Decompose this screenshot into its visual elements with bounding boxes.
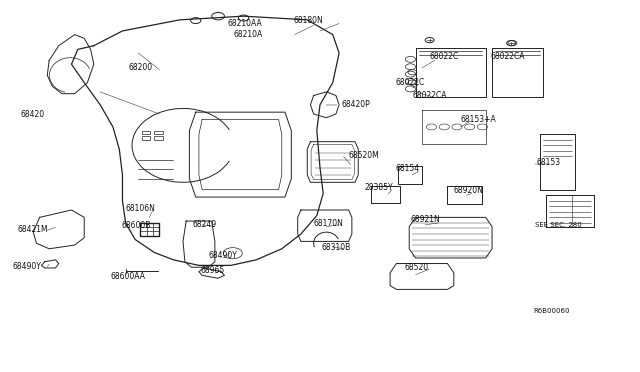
Text: 68421M: 68421M bbox=[17, 225, 48, 234]
Text: 68520: 68520 bbox=[404, 263, 429, 272]
Text: 68420P: 68420P bbox=[342, 100, 371, 109]
Text: 68420: 68420 bbox=[20, 109, 45, 119]
Text: 68600AA: 68600AA bbox=[111, 272, 146, 280]
Text: 68170N: 68170N bbox=[314, 219, 344, 228]
Text: 68310B: 68310B bbox=[321, 243, 351, 252]
Text: 68153+A: 68153+A bbox=[460, 115, 496, 124]
Text: 68022C: 68022C bbox=[395, 78, 424, 87]
Text: 68106N: 68106N bbox=[125, 203, 156, 213]
Text: 68022CA: 68022CA bbox=[491, 52, 525, 61]
Text: 68200: 68200 bbox=[129, 63, 153, 72]
Text: 68154: 68154 bbox=[395, 164, 419, 173]
Text: R6B00060: R6B00060 bbox=[534, 308, 570, 314]
Bar bbox=[154, 131, 163, 134]
Text: 68153: 68153 bbox=[537, 157, 561, 167]
Text: 68210AA: 68210AA bbox=[228, 19, 262, 28]
Text: 68022C: 68022C bbox=[429, 52, 459, 61]
Bar bbox=[154, 136, 163, 140]
Text: 28385Y: 28385Y bbox=[365, 183, 393, 192]
Text: 68210A: 68210A bbox=[234, 30, 263, 39]
Text: 68490Y: 68490Y bbox=[209, 251, 237, 260]
Bar bbox=[141, 136, 150, 140]
Text: SEE SEC. 280: SEE SEC. 280 bbox=[536, 222, 582, 228]
Text: 68965: 68965 bbox=[200, 266, 225, 275]
Text: 68490Y: 68490Y bbox=[13, 262, 42, 271]
Text: 68249: 68249 bbox=[193, 220, 217, 229]
Text: 68022CA: 68022CA bbox=[412, 91, 447, 100]
Text: 68921N: 68921N bbox=[410, 215, 440, 224]
Text: 68520M: 68520M bbox=[348, 151, 379, 160]
Bar bbox=[141, 131, 150, 134]
Text: 68920N: 68920N bbox=[454, 186, 484, 195]
Text: 68600B: 68600B bbox=[121, 221, 150, 230]
Text: 68180N: 68180N bbox=[293, 16, 323, 25]
